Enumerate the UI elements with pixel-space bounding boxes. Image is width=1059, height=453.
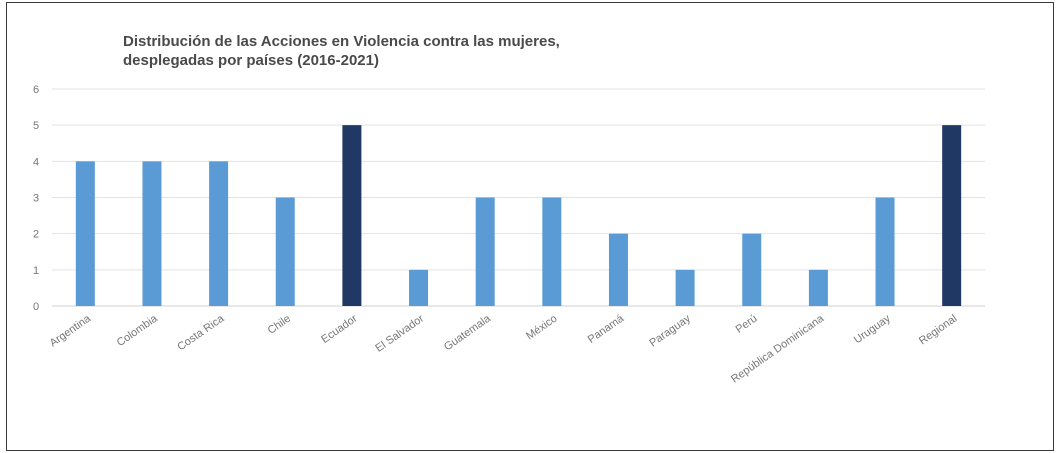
x-category-label-6: Guatemala: [442, 312, 494, 353]
bar-4: [342, 125, 362, 307]
chart-title-line-2: desplegadas por países (2016-2021): [123, 52, 379, 69]
y-tick-label-2: 2: [33, 229, 39, 241]
chart-title-line-1: Distribución de las Acciones en Violenci…: [123, 33, 560, 50]
x-category-label-3: Chile: [266, 313, 293, 337]
bar-3: [275, 197, 295, 306]
x-category-label-8: Panamá: [586, 312, 627, 346]
bar-2: [209, 161, 229, 306]
y-tick-label-4: 4: [33, 156, 39, 168]
bar-12: [875, 197, 895, 306]
x-category-label-5: El Salvador: [373, 312, 426, 354]
y-tick-label-1: 1: [33, 265, 39, 277]
chart-title: Distribución de las Acciones en Violenci…: [123, 32, 883, 70]
y-tick-label-0: 0: [33, 301, 39, 313]
x-category-label-2: Costa Rica: [175, 312, 227, 353]
x-category-label-0: Argentina: [48, 312, 94, 349]
x-category-label-12: Uruguay: [852, 312, 893, 346]
bar-6: [475, 197, 495, 306]
bar-0: [75, 161, 95, 306]
x-category-label-4: Ecuador: [319, 312, 360, 346]
y-tick-label-5: 5: [33, 120, 39, 132]
bar-10: [742, 233, 762, 306]
bar-8: [608, 233, 628, 306]
x-category-label-7: México: [524, 313, 559, 343]
x-category-label-1: Colombia: [115, 312, 161, 349]
y-tick-label-6: 6: [33, 84, 39, 96]
x-category-label-13: Regional: [917, 313, 959, 348]
y-tick-label-3: 3: [33, 193, 39, 205]
bar-1: [142, 161, 162, 306]
bar-7: [542, 197, 562, 306]
bar-13: [942, 125, 962, 307]
x-category-label-9: Paraguay: [647, 312, 693, 349]
bar-5: [409, 269, 429, 306]
bar-9: [675, 269, 695, 306]
x-category-label-10: Perú: [734, 313, 760, 336]
bar-11: [808, 269, 828, 306]
